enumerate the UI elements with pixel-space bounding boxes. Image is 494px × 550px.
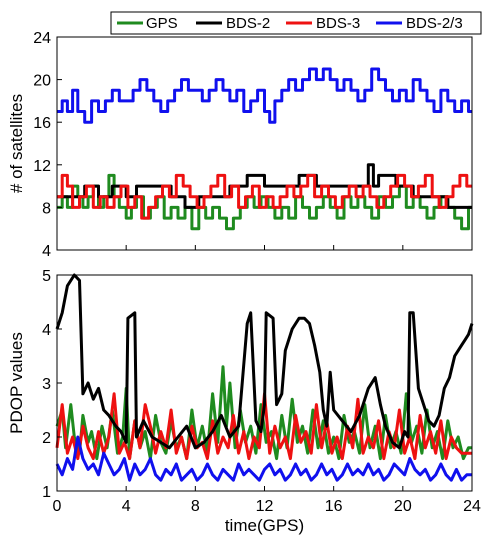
pdop-y-tick-label: 1 [42, 484, 51, 501]
pdop-y-axis-title: PDOP values [7, 332, 26, 434]
pdop-y-tick-label: 2 [42, 430, 51, 447]
satellites-series-gps [57, 173, 472, 231]
pdop-x-tick-label: 24 [463, 498, 481, 515]
satellites-series-bds23 [57, 67, 472, 124]
legend-label-bds3: BDS-3 [316, 15, 360, 32]
legend-label-bds2: BDS-2 [226, 15, 270, 32]
satellites-y-tick-label: 4 [42, 243, 51, 260]
pdop-y-tick-label: 5 [42, 268, 51, 285]
satellites-y-tick-label: 12 [33, 158, 51, 175]
pdop-x-tick-label: 20 [394, 498, 412, 515]
legend: GPS BDS-2 BDS-3 BDS-2/3 [110, 11, 482, 35]
satellites-y-axis-title: # of satellites [7, 94, 26, 193]
satellites-y-tick-label: 24 [33, 30, 51, 47]
pdop-y-tick-label: 4 [42, 322, 51, 339]
pdop-x-tick-label: 8 [191, 498, 200, 515]
pdop-x-tick-label: 16 [325, 498, 343, 515]
satellites-y-tick-label: 16 [33, 115, 51, 132]
satellites-panel: # of satellites 4 8 12 16 20 24 [7, 30, 473, 260]
pdop-y-tick-label: 3 [42, 376, 51, 393]
pdop-series-bds2 [55, 273, 474, 450]
pdop-x-axis-title: time(GPS) [225, 516, 304, 535]
pdop-x-tick-label: 0 [53, 498, 62, 515]
legend-label-gps: GPS [146, 15, 178, 32]
pdop-x-tick-label: 12 [256, 498, 274, 515]
satellites-y-tick-label: 8 [42, 200, 51, 217]
pdop-x-tick-label: 4 [122, 498, 131, 515]
pdop-series-bds23 [55, 435, 472, 482]
legend-label-bds23: BDS-2/3 [406, 15, 463, 32]
satellites-y-tick-label: 20 [33, 73, 51, 90]
satellites-plot-frame [56, 36, 473, 251]
satellites-series-bds3 [57, 173, 472, 220]
